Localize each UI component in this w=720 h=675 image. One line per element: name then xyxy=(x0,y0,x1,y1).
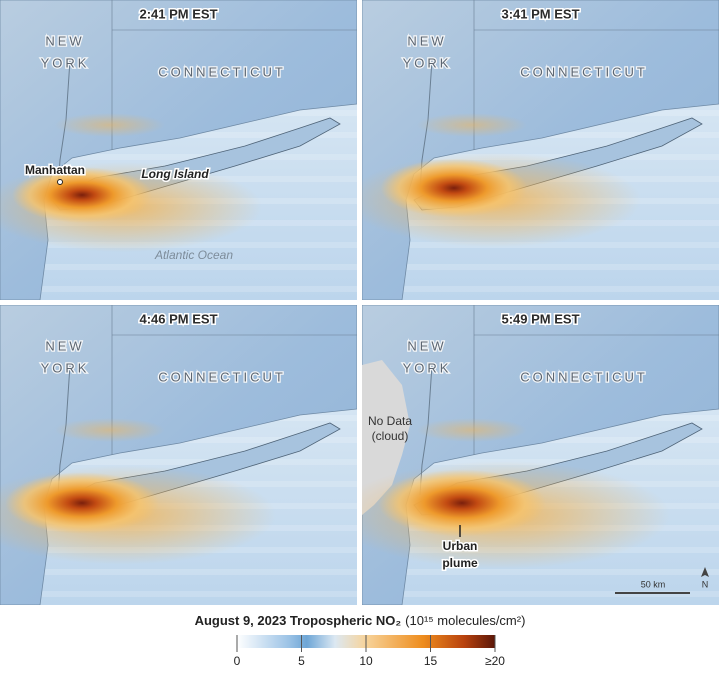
map-label: CONNECTICUT xyxy=(158,64,286,79)
title-units: (10¹⁵ molecules/cm²) xyxy=(405,613,525,628)
map-label: YORK xyxy=(403,360,452,375)
map-panel: 4:46 PM EST NEW YORK CONNECTICUT xyxy=(0,305,357,605)
colorbar-tick-label: 5 xyxy=(298,654,305,668)
map-label: Urban xyxy=(443,539,478,553)
manhattan-marker xyxy=(57,179,63,185)
map-panel: 2:41 PM EST NEW YORK CONNECTICUT Manhattan Lo… xyxy=(0,0,357,300)
plume xyxy=(5,472,159,534)
map-label: CONNECTICUT xyxy=(158,369,286,384)
plume-north xyxy=(55,113,165,137)
stripe xyxy=(0,264,357,270)
map-label: 50 km xyxy=(641,579,666,589)
map-panel: 3:41 PM EST NEW YORK CONNECTICUT xyxy=(362,0,719,300)
map-panel: 5:49 PM EST NEW YORK CONNECTICUT No Data(clo… xyxy=(362,305,719,605)
time-label: 3:41 PM EST xyxy=(501,6,579,21)
stripe xyxy=(362,591,719,597)
stripe xyxy=(0,569,357,575)
map-label: CONNECTICUT xyxy=(520,369,648,384)
stripe xyxy=(362,242,719,248)
time-label: 5:49 PM EST xyxy=(501,311,579,326)
map-label: YORK xyxy=(41,360,90,375)
map-label: Manhattan xyxy=(25,163,85,177)
land xyxy=(0,0,357,300)
plume xyxy=(378,469,546,537)
land xyxy=(362,0,719,300)
time-label: 4:46 PM EST xyxy=(139,311,217,326)
stripe xyxy=(362,569,719,575)
colorbar-tick-label: 0 xyxy=(234,654,241,668)
map-label: No Data xyxy=(368,414,412,428)
colorbar-tick-label: 10 xyxy=(359,654,373,668)
plume xyxy=(12,167,152,223)
north-arrow xyxy=(701,567,709,577)
colorbar-tick-label: ≥20 xyxy=(485,654,505,668)
stripe xyxy=(362,286,719,292)
map-label: Long Island xyxy=(141,167,209,181)
land xyxy=(362,305,719,605)
map-label: plume xyxy=(442,556,478,570)
map-label: Atlantic Ocean xyxy=(154,248,233,262)
map-label: NEW xyxy=(45,338,84,353)
plume-north xyxy=(55,418,165,442)
title-main: August 9, 2023 Tropospheric NO₂ xyxy=(195,613,402,628)
colorbar-title: August 9, 2023 Tropospheric NO₂ (10¹⁵ mol… xyxy=(195,613,526,628)
plume-north xyxy=(417,418,527,442)
map-label: (cloud) xyxy=(372,429,409,443)
map-label: N xyxy=(702,579,709,589)
stripe xyxy=(0,154,357,160)
plume-north xyxy=(417,113,527,137)
map-label: YORK xyxy=(41,55,90,70)
land xyxy=(0,305,357,605)
map-label: NEW xyxy=(407,33,446,48)
plume xyxy=(380,158,528,218)
map-label: YORK xyxy=(403,55,452,70)
map-label: NEW xyxy=(45,33,84,48)
map-label: CONNECTICUT xyxy=(520,64,648,79)
stripe xyxy=(362,459,719,465)
time-label: 2:41 PM EST xyxy=(139,6,217,21)
stripe xyxy=(362,264,719,270)
stripe xyxy=(0,459,357,465)
colorbar-tick-label: 15 xyxy=(424,654,438,668)
stripe xyxy=(0,286,357,292)
map-label: NEW xyxy=(407,338,446,353)
stripe xyxy=(0,591,357,597)
no-data xyxy=(362,360,410,515)
